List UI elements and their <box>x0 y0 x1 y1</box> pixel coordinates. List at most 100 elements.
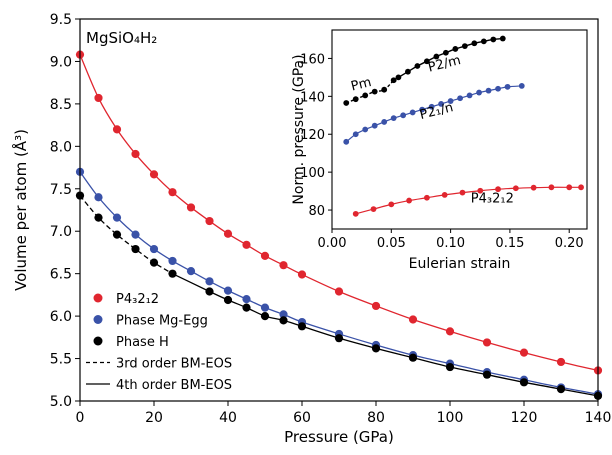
legend-label: Phase H <box>116 335 169 350</box>
data-point <box>371 344 381 353</box>
inset-data-point <box>423 194 430 201</box>
inset-x-tick-label: 0.20 <box>555 236 584 251</box>
data-point <box>408 353 418 362</box>
data-point <box>205 287 214 296</box>
data-point <box>482 338 492 347</box>
data-point <box>223 286 233 295</box>
data-point <box>131 230 140 239</box>
x-tick-label: 20 <box>145 410 163 426</box>
data-point <box>94 93 103 103</box>
inset-data-point <box>343 138 350 145</box>
data-point <box>112 213 122 222</box>
inset-x-tick-label: 0.10 <box>436 236 465 251</box>
data-point <box>260 312 270 321</box>
inset-data-point <box>504 83 511 90</box>
fit-curve-4th-order <box>172 273 599 397</box>
legend-entry: 3rd order BM-EOS <box>86 357 232 372</box>
inset-data-point <box>466 92 473 99</box>
inset-data-point <box>499 35 506 42</box>
inset-plot-frame <box>331 29 588 230</box>
data-point <box>168 188 177 197</box>
data-point <box>242 303 251 312</box>
y-tick-label: 7.5 <box>50 182 72 198</box>
data-point <box>149 258 159 267</box>
data-point <box>297 270 307 279</box>
data-point <box>205 277 214 286</box>
inset-data-point <box>477 187 484 194</box>
inset-data-point <box>381 119 388 125</box>
inset-y-axis-label: Norm. pressure (GPa) <box>291 54 307 204</box>
data-point <box>242 240 251 249</box>
x-tick-label: 0 <box>76 410 85 426</box>
inset-data-point <box>480 38 487 45</box>
main-plot: 0 20 40 60 80 100 120 140 5.0 5.5 6.0 6.5 7.0 7.5 8.0… <box>11 12 611 446</box>
legend-label: Phase Mg-Egg <box>116 314 208 329</box>
data-point <box>112 125 122 134</box>
inset-series-label: Pm <box>349 75 373 95</box>
inset-x-axis: 0.00 0.05 0.10 0.15 0.20 <box>318 229 584 251</box>
main-legend: P4₃2₁2 Phase Mg-Egg Phase H 3rd order BM-EO… <box>86 292 232 393</box>
x-tick-label: 40 <box>219 410 237 426</box>
data-point <box>149 170 159 179</box>
inset-data-point <box>352 96 359 103</box>
inset-data-point <box>530 184 537 191</box>
inset-data-point <box>566 184 573 191</box>
legend-label: 3rd order BM-EOS <box>116 357 232 372</box>
main-y-axis-label: Volume per atom (Å³) <box>11 129 30 291</box>
main-y-axis: 5.0 5.5 6.0 6.5 7.0 7.5 8.0 8.5 9.0 9.5 <box>50 12 80 410</box>
inset-data-point <box>406 197 412 204</box>
legend-entry: Phase H <box>93 335 169 350</box>
data-point <box>186 267 196 276</box>
inset-data-point <box>381 86 388 93</box>
y-tick-label: 6.5 <box>50 267 72 283</box>
y-tick-label: 5.0 <box>50 394 72 410</box>
inset-series-label: P4₃2₁2 <box>471 191 514 206</box>
data-point <box>94 193 103 202</box>
data-point <box>260 303 270 312</box>
inset-data-point <box>400 112 407 119</box>
inset-data-point <box>490 36 497 43</box>
inset-x-tick-label: 0.15 <box>495 236 524 251</box>
y-tick-label: 8.5 <box>50 97 72 113</box>
data-point <box>279 261 288 270</box>
legend-entry: 4th order BM-EOS <box>86 378 232 393</box>
data-point <box>205 216 214 226</box>
y-tick-label: 9.5 <box>50 12 72 28</box>
inset-data-point <box>405 68 411 75</box>
inset-y-axis: 80 100 120 140 160 <box>300 52 332 219</box>
inset-data-point <box>419 106 426 113</box>
data-point <box>168 256 177 266</box>
data-point <box>445 327 455 336</box>
inset-data-point <box>390 77 397 84</box>
fit-curve-3rd-order <box>79 195 173 275</box>
inset-data-point <box>371 88 378 95</box>
x-tick-label: 80 <box>367 410 385 426</box>
data-point <box>260 251 270 260</box>
legend-marker <box>93 336 103 346</box>
data-point <box>279 316 288 325</box>
inset-data-point <box>452 46 459 52</box>
data-point <box>297 322 307 331</box>
inset-data-point <box>423 58 430 65</box>
inset-data-point <box>428 103 435 110</box>
data-point <box>556 385 566 394</box>
main-x-axis: 0 20 40 60 80 100 120 140 <box>76 401 611 426</box>
inset-x-axis-label: Eulerian strain <box>409 256 511 272</box>
inset-background <box>332 30 587 229</box>
y-tick-label: 5.5 <box>50 352 72 368</box>
data-point <box>168 269 177 278</box>
inset-data-point <box>414 63 421 69</box>
inset-data-point <box>371 122 378 129</box>
inset-data-point <box>438 101 445 107</box>
main-plot-frame <box>79 18 599 402</box>
inset-data-point <box>471 40 478 47</box>
inset-points <box>343 35 584 217</box>
inset-data-point <box>485 87 492 94</box>
inset-x-tick-label: 0.00 <box>318 236 347 251</box>
legend-marker <box>93 293 103 303</box>
inset-y-tick-label: 120 <box>300 128 325 143</box>
inset-y-tick-label: 80 <box>308 204 325 219</box>
x-tick-label: 120 <box>511 410 538 426</box>
